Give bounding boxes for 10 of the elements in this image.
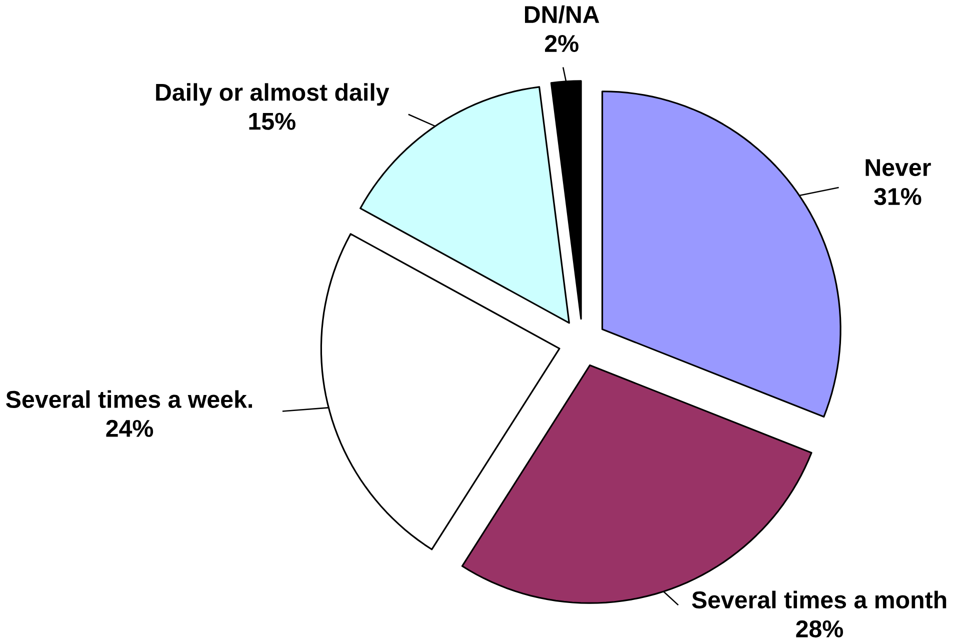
data-label: 31% — [874, 188, 922, 206]
slice-label: Daily or almost daily — [156, 83, 390, 106]
data-label: 15% — [249, 112, 296, 130]
slice-label: Never — [866, 159, 931, 176]
legend-label: Several times a week. — [6, 390, 252, 408]
data-label: 28% — [796, 620, 843, 638]
data-label: 2% — [544, 35, 578, 52]
slice-label: Several times a month — [692, 590, 946, 609]
data-label: 24% — [106, 420, 154, 438]
slice-label: DN/NA — [524, 5, 600, 24]
